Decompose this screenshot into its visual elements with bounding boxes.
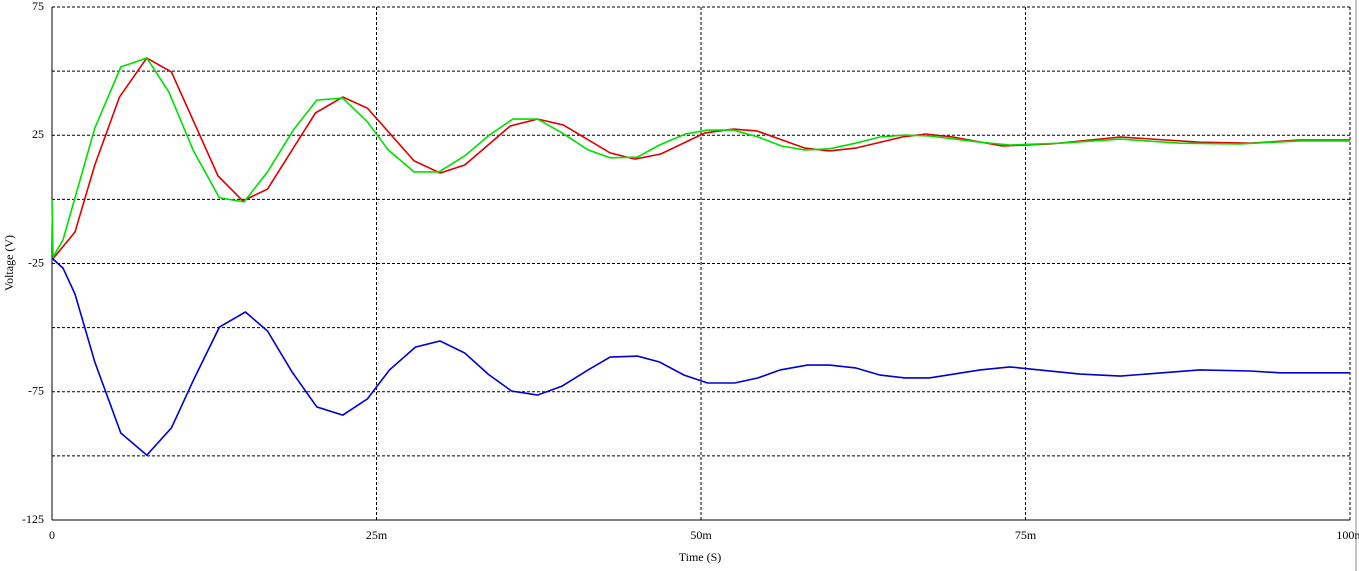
- y-tick-label: 25: [32, 127, 44, 141]
- x-tick-label: 100m: [1336, 528, 1359, 542]
- y-tick-label: 75: [32, 0, 44, 13]
- x-tick-label: 75m: [1015, 528, 1037, 542]
- y-tick-label: -25: [28, 255, 44, 269]
- y-tick-label: -125: [22, 512, 44, 526]
- y-axis-label: Voltage (V): [2, 235, 16, 291]
- y-tick-label: -75: [28, 384, 44, 398]
- x-tick-label: 25m: [366, 528, 388, 542]
- x-tick-label: 0: [49, 528, 55, 542]
- x-axis-label: Time (S): [679, 550, 722, 564]
- series-line: [51, 57, 1350, 260]
- series-line: [51, 56, 1350, 261]
- series-line: [51, 257, 1350, 457]
- x-tick-label: 50m: [690, 528, 712, 542]
